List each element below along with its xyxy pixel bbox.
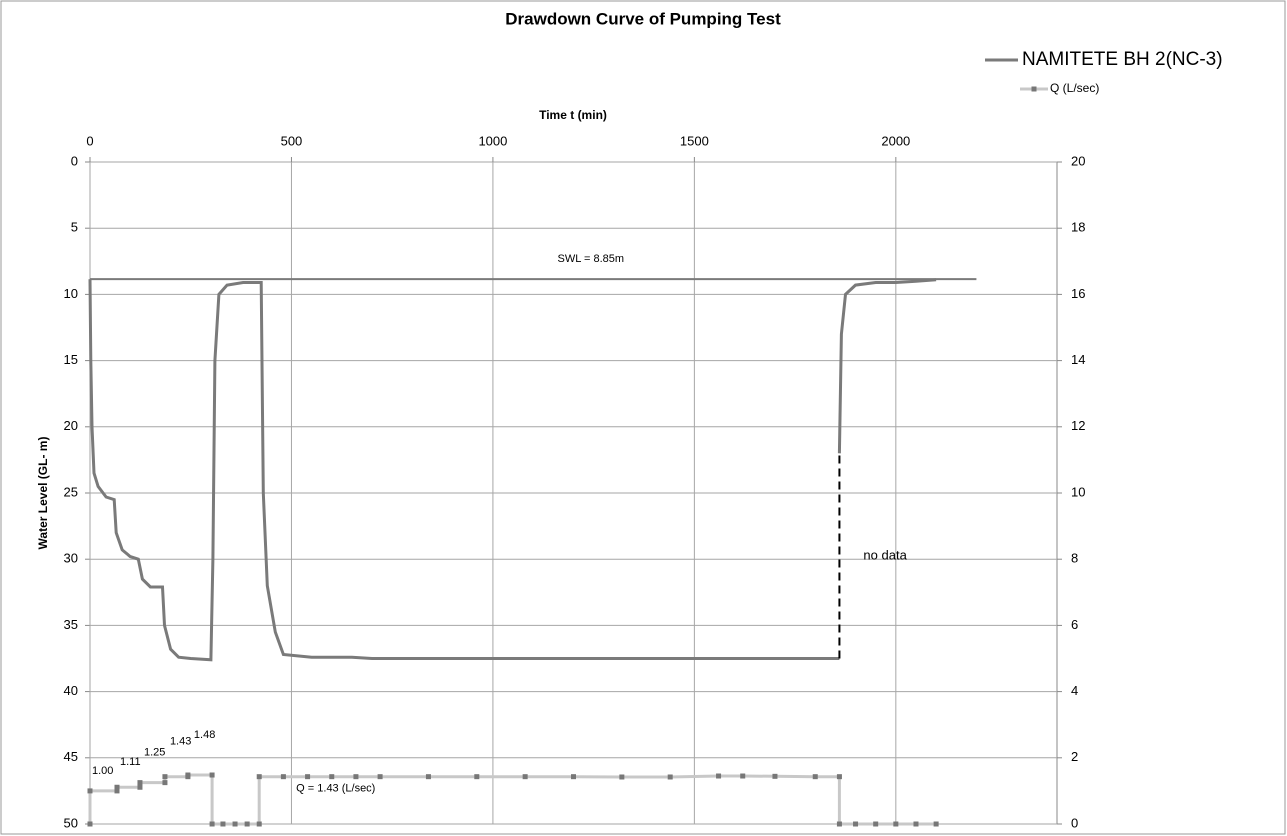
q-marker	[571, 774, 576, 780]
chart-title: Drawdown Curve of Pumping Test	[505, 9, 781, 28]
q-marker	[667, 774, 673, 780]
legend-marker	[1031, 86, 1037, 92]
y2-tick-label: 14	[1071, 352, 1085, 367]
q-marker	[87, 788, 93, 794]
q-value-label: 1.48	[194, 729, 215, 741]
x-tick-label: 0	[86, 133, 93, 148]
q-marker	[873, 821, 879, 827]
x-tick-label: 2000	[881, 133, 910, 148]
y-tick-label: 35	[64, 617, 78, 632]
x-tick-label: 1000	[478, 133, 507, 148]
y-tick-label: 0	[71, 153, 78, 168]
q-marker	[716, 773, 722, 779]
q-marker	[162, 774, 168, 780]
y2-tick-label: 0	[1071, 815, 1078, 830]
q-marker	[425, 774, 431, 780]
y-tick-label: 10	[64, 286, 78, 301]
y-axis-label: Water Level (GL- m)	[36, 437, 50, 550]
q-annotation: Q = 1.43 (L/sec)	[296, 783, 375, 795]
y2-tick-label: 18	[1071, 220, 1085, 235]
y-tick-label: 45	[64, 749, 78, 764]
y2-tick-label: 2	[1071, 749, 1078, 764]
y2-tick-label: 4	[1071, 683, 1078, 698]
q-marker	[256, 774, 262, 780]
q-marker	[772, 773, 778, 779]
q-marker	[209, 821, 215, 827]
y-tick-label: 15	[64, 352, 78, 367]
q-marker	[137, 784, 143, 790]
q-marker	[114, 788, 120, 794]
q-value-label: 1.00	[92, 765, 113, 777]
y2-tick-label: 20	[1071, 153, 1085, 168]
q-marker	[162, 780, 168, 786]
q-marker	[474, 774, 480, 780]
y2-tick-label: 10	[1071, 484, 1085, 499]
q-marker	[740, 773, 746, 779]
q-marker	[913, 821, 919, 827]
q-value-label: 1.25	[144, 747, 165, 759]
q-value-label: 1.43	[170, 736, 191, 748]
y-tick-label: 40	[64, 683, 78, 698]
q-marker	[329, 774, 335, 780]
y-tick-label: 30	[64, 551, 78, 566]
legend-label: NAMITETE BH 2(NC-3)	[1022, 49, 1223, 70]
x-axis-label: Time t (min)	[539, 108, 607, 122]
y2-tick-label: 8	[1071, 551, 1078, 566]
y2-tick-label: 16	[1071, 286, 1085, 301]
q-marker	[353, 774, 359, 780]
q-marker	[853, 821, 859, 827]
x-tick-label: 1500	[680, 133, 709, 148]
q-marker	[836, 821, 842, 827]
q-marker	[232, 821, 238, 827]
y-tick-label: 50	[64, 815, 78, 830]
q-marker	[619, 774, 625, 780]
q-marker	[256, 821, 262, 827]
y2-tick-label: 6	[1071, 617, 1078, 632]
series-line	[837, 278, 937, 454]
series-line	[88, 279, 840, 662]
q-marker	[137, 780, 143, 786]
q-marker	[893, 821, 899, 827]
q-marker	[836, 774, 842, 780]
q-marker	[185, 772, 191, 778]
q-marker	[220, 821, 226, 827]
q-marker	[114, 784, 120, 790]
gap-label: no data	[863, 547, 907, 562]
q-value-label: 1.11	[120, 756, 141, 768]
q-marker	[87, 821, 93, 827]
q-marker	[377, 774, 383, 780]
q-marker	[305, 774, 311, 780]
q-marker	[933, 821, 939, 827]
q-marker	[280, 774, 286, 780]
swl-label: SWL = 8.85m	[558, 253, 625, 265]
y-tick-label: 20	[64, 418, 78, 433]
q-marker	[812, 774, 818, 780]
q-marker	[522, 774, 528, 780]
q-marker	[244, 821, 250, 827]
q-marker	[209, 772, 215, 778]
y-tick-label: 5	[71, 220, 78, 235]
legend-label: Q (L/sec)	[1050, 81, 1099, 95]
y2-tick-label: 12	[1071, 418, 1085, 433]
y-tick-label: 25	[64, 484, 78, 499]
x-tick-label: 500	[281, 133, 303, 148]
